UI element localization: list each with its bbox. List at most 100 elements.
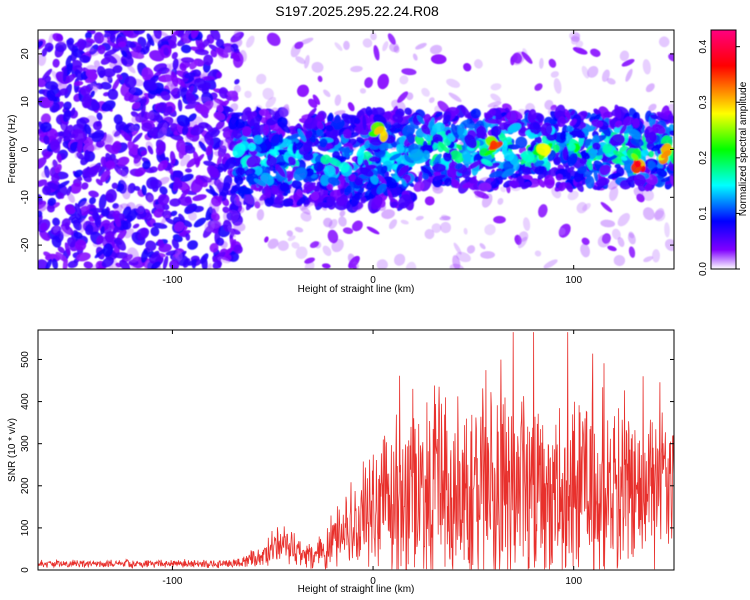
- heatmap-cell: [146, 111, 155, 120]
- heatmap-cell: [262, 87, 274, 100]
- heatmap-cell: [201, 38, 211, 48]
- heatmap-cell: [433, 174, 447, 181]
- heatmap-cell: [162, 122, 168, 134]
- heatmap-cell: [470, 108, 481, 119]
- heatmap-cell: [242, 126, 252, 137]
- heatmap-cell: [100, 133, 114, 147]
- heatmap-cell: [64, 204, 76, 215]
- heatmap-cell: [640, 165, 646, 173]
- spectrogram-heatmap: [38, 30, 674, 269]
- heatmap-cell: [52, 217, 60, 227]
- heatmap-cell: [304, 55, 310, 69]
- colorbar-ticks: 0.0 0.1 0.2 0.3 0.4: [698, 39, 740, 276]
- heatmap-cell: [279, 182, 290, 192]
- heatmap-cell: [65, 55, 72, 67]
- heatmap-cell: [585, 175, 595, 189]
- heatmap-cell: [112, 77, 121, 92]
- heatmap-cell: [610, 133, 625, 146]
- heatmap-cell: [336, 196, 346, 207]
- heatmap-cell: [308, 98, 318, 108]
- heatmap-cell: [396, 143, 405, 154]
- heatmap-cell: [124, 228, 134, 239]
- heatmap-cell: [41, 168, 52, 178]
- heatmap-cell: [549, 118, 557, 125]
- heatmap-cell: [567, 152, 578, 167]
- heatmap-cell: [521, 166, 534, 175]
- heatmap-cell: [379, 142, 389, 151]
- heatmap-cell: [409, 148, 424, 162]
- y-tick-label: 0: [20, 146, 31, 152]
- heatmap-cell: [275, 164, 286, 178]
- heatmap-cell: [626, 175, 637, 183]
- heatmap-cell: [104, 231, 115, 243]
- heatmap-cell: [76, 252, 91, 262]
- heatmap-cell: [313, 161, 324, 173]
- heatmap-cell: [643, 256, 654, 263]
- heatmap-cell: [537, 178, 546, 188]
- heatmap-cell: [645, 132, 657, 144]
- heatmap-cell: [518, 231, 529, 242]
- heatmap-cell: [490, 93, 501, 102]
- heatmap-cell: [333, 114, 341, 131]
- heatmap-cell: [323, 89, 331, 98]
- heatmap-cell: [617, 213, 630, 227]
- heatmap-cell: [401, 68, 417, 76]
- heatmap-cell: [489, 140, 498, 150]
- heatmap-cell: [404, 107, 412, 116]
- heatmap-cell: [83, 149, 91, 163]
- heatmap-cell: [347, 102, 355, 112]
- figure-title: S197.2025.295.22.24.R08: [275, 3, 439, 19]
- heatmap-cell: [90, 90, 95, 98]
- heatmap-cell: [414, 135, 425, 146]
- heatmap-cell: [642, 59, 651, 75]
- heatmap-cell: [151, 34, 162, 44]
- heatmap-cell: [350, 65, 363, 73]
- heatmap-cell: [141, 184, 147, 196]
- heatmap-cell: [374, 126, 385, 135]
- heatmap-cell: [349, 173, 356, 182]
- heatmap-cell: [623, 116, 634, 127]
- heatmap-cell: [210, 30, 221, 41]
- heatmap-cell: [648, 150, 655, 158]
- heatmap-cell: [42, 185, 52, 196]
- heatmap-cell: [401, 178, 407, 187]
- heatmap-cell: [544, 174, 555, 189]
- heatmap-cell: [538, 204, 548, 218]
- heatmap-cell: [382, 41, 389, 52]
- heatmap-cell: [362, 38, 373, 48]
- heatmap-cell: [277, 240, 289, 251]
- heatmap-cell: [649, 114, 659, 120]
- y-tick-label: 20: [20, 48, 31, 60]
- heatmap-cell: [387, 33, 396, 45]
- heatmap-cell: [151, 250, 160, 259]
- heatmap-cell: [419, 144, 434, 154]
- heatmap-cell: [158, 176, 170, 185]
- heatmap-cell: [169, 198, 181, 207]
- heatmap-cell: [464, 134, 477, 149]
- heatmap-cell: [628, 246, 636, 258]
- heatmap-cell: [209, 198, 220, 215]
- heatmap-cell: [47, 182, 60, 191]
- heatmap-cell: [170, 210, 178, 217]
- heatmap-cell: [431, 223, 442, 234]
- heatmap-cell: [534, 135, 543, 144]
- heatmap-cell: [544, 99, 554, 110]
- heatmap-cell: [112, 65, 123, 74]
- heatmap-cell: [234, 78, 240, 85]
- heatmap-cell: [644, 183, 652, 192]
- heatmap-cell: [501, 140, 508, 155]
- heatmap-cell: [310, 191, 320, 201]
- heatmap-cell: [57, 191, 65, 199]
- heatmap-cell: [473, 59, 483, 69]
- heatmap-cell: [121, 58, 128, 65]
- heatmap-cell: [198, 141, 207, 152]
- heatmap-cell: [619, 124, 627, 135]
- heatmap-cell: [244, 90, 252, 99]
- heatmap-cell: [613, 254, 626, 267]
- heatmap-cell: [119, 129, 132, 142]
- heatmap-cell: [112, 130, 121, 139]
- heatmap-cell: [81, 182, 89, 190]
- heatmap-cell: [153, 208, 165, 218]
- heatmap-cell: [559, 130, 567, 141]
- heatmap-cell: [501, 168, 515, 178]
